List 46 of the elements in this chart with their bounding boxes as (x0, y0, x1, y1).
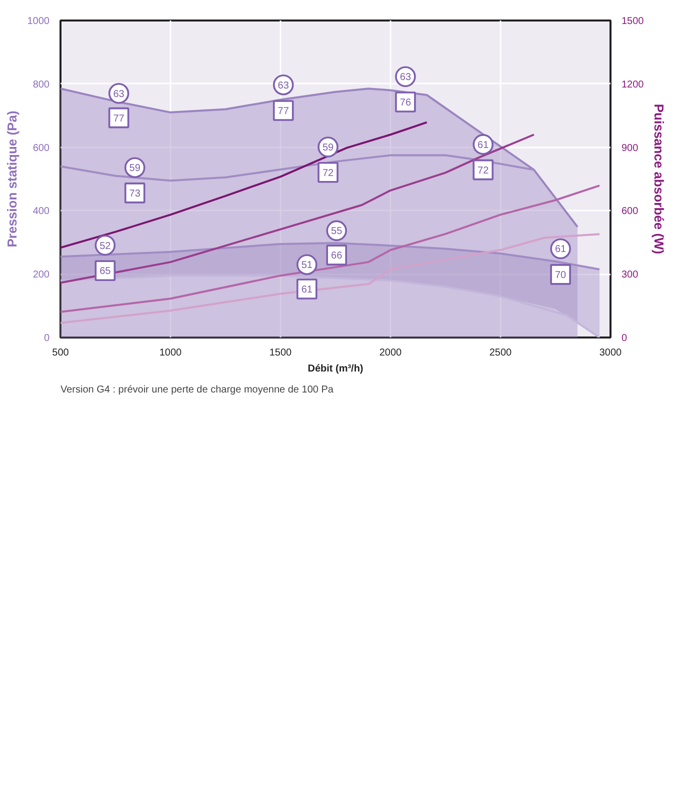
annotation: 63 (400, 72, 412, 84)
x-tick-label: 2000 (379, 348, 402, 358)
annotation: 52 (100, 240, 112, 252)
y-tick-label: 1000 (27, 16, 50, 27)
line-series (60, 184, 600, 313)
y-tick-label: 0 (44, 333, 50, 344)
annotation: 70 (555, 270, 567, 281)
annotation: 77 (278, 106, 290, 118)
y-tick-label: 400 (32, 206, 50, 218)
annotation: 65 (100, 266, 112, 278)
annotation: 66 (331, 250, 343, 262)
annotation: 73 (129, 188, 141, 200)
annotation: 61 (555, 244, 567, 256)
annotation: 63 (113, 88, 125, 100)
x-axis-title: Débit (m³/h) (308, 364, 364, 374)
x-tick-label: 1500 (269, 348, 292, 358)
annotation: 61 (301, 284, 313, 296)
y-tick-label: 200 (32, 270, 50, 281)
annotation: 77 (113, 113, 125, 124)
line-series (60, 233, 600, 324)
annotation: 59 (129, 163, 141, 174)
line-series (60, 121, 428, 249)
annotation: 61 (478, 140, 490, 151)
annotation: 63 (278, 80, 290, 92)
x-tick-label: 2500 (489, 348, 512, 358)
x-tick-label: 3000 (599, 348, 622, 358)
y2-tick-label: 1200 (622, 79, 644, 90)
y-axis-title: Pression statique (Pa) (4, 110, 20, 248)
y2-tick-label: 900 (622, 142, 639, 154)
line-series (60, 134, 535, 284)
y2-tick-label: 0 (622, 333, 628, 344)
text: Version G4 : prévoir une perte de charge moyenne de 100 Pa (60, 384, 334, 396)
annotation: 51 (301, 260, 313, 272)
y-tick-label: 800 (32, 79, 50, 90)
y2-axis-title: Puissance absorbée (W) (652, 104, 667, 254)
x-tick-label: 1000 (159, 348, 182, 358)
annotation: 59 (322, 142, 334, 154)
y2-tick-label: 1500 (622, 16, 644, 27)
y2-tick-label: 600 (622, 206, 639, 218)
annotation: 72 (478, 165, 490, 176)
annotation: 55 (331, 226, 343, 238)
y2-tick-label: 300 (622, 270, 639, 281)
y-tick-label: 600 (32, 142, 50, 154)
annotation: 72 (322, 168, 334, 179)
x-tick-label: 500 (52, 348, 70, 358)
annotation: 76 (400, 97, 412, 108)
